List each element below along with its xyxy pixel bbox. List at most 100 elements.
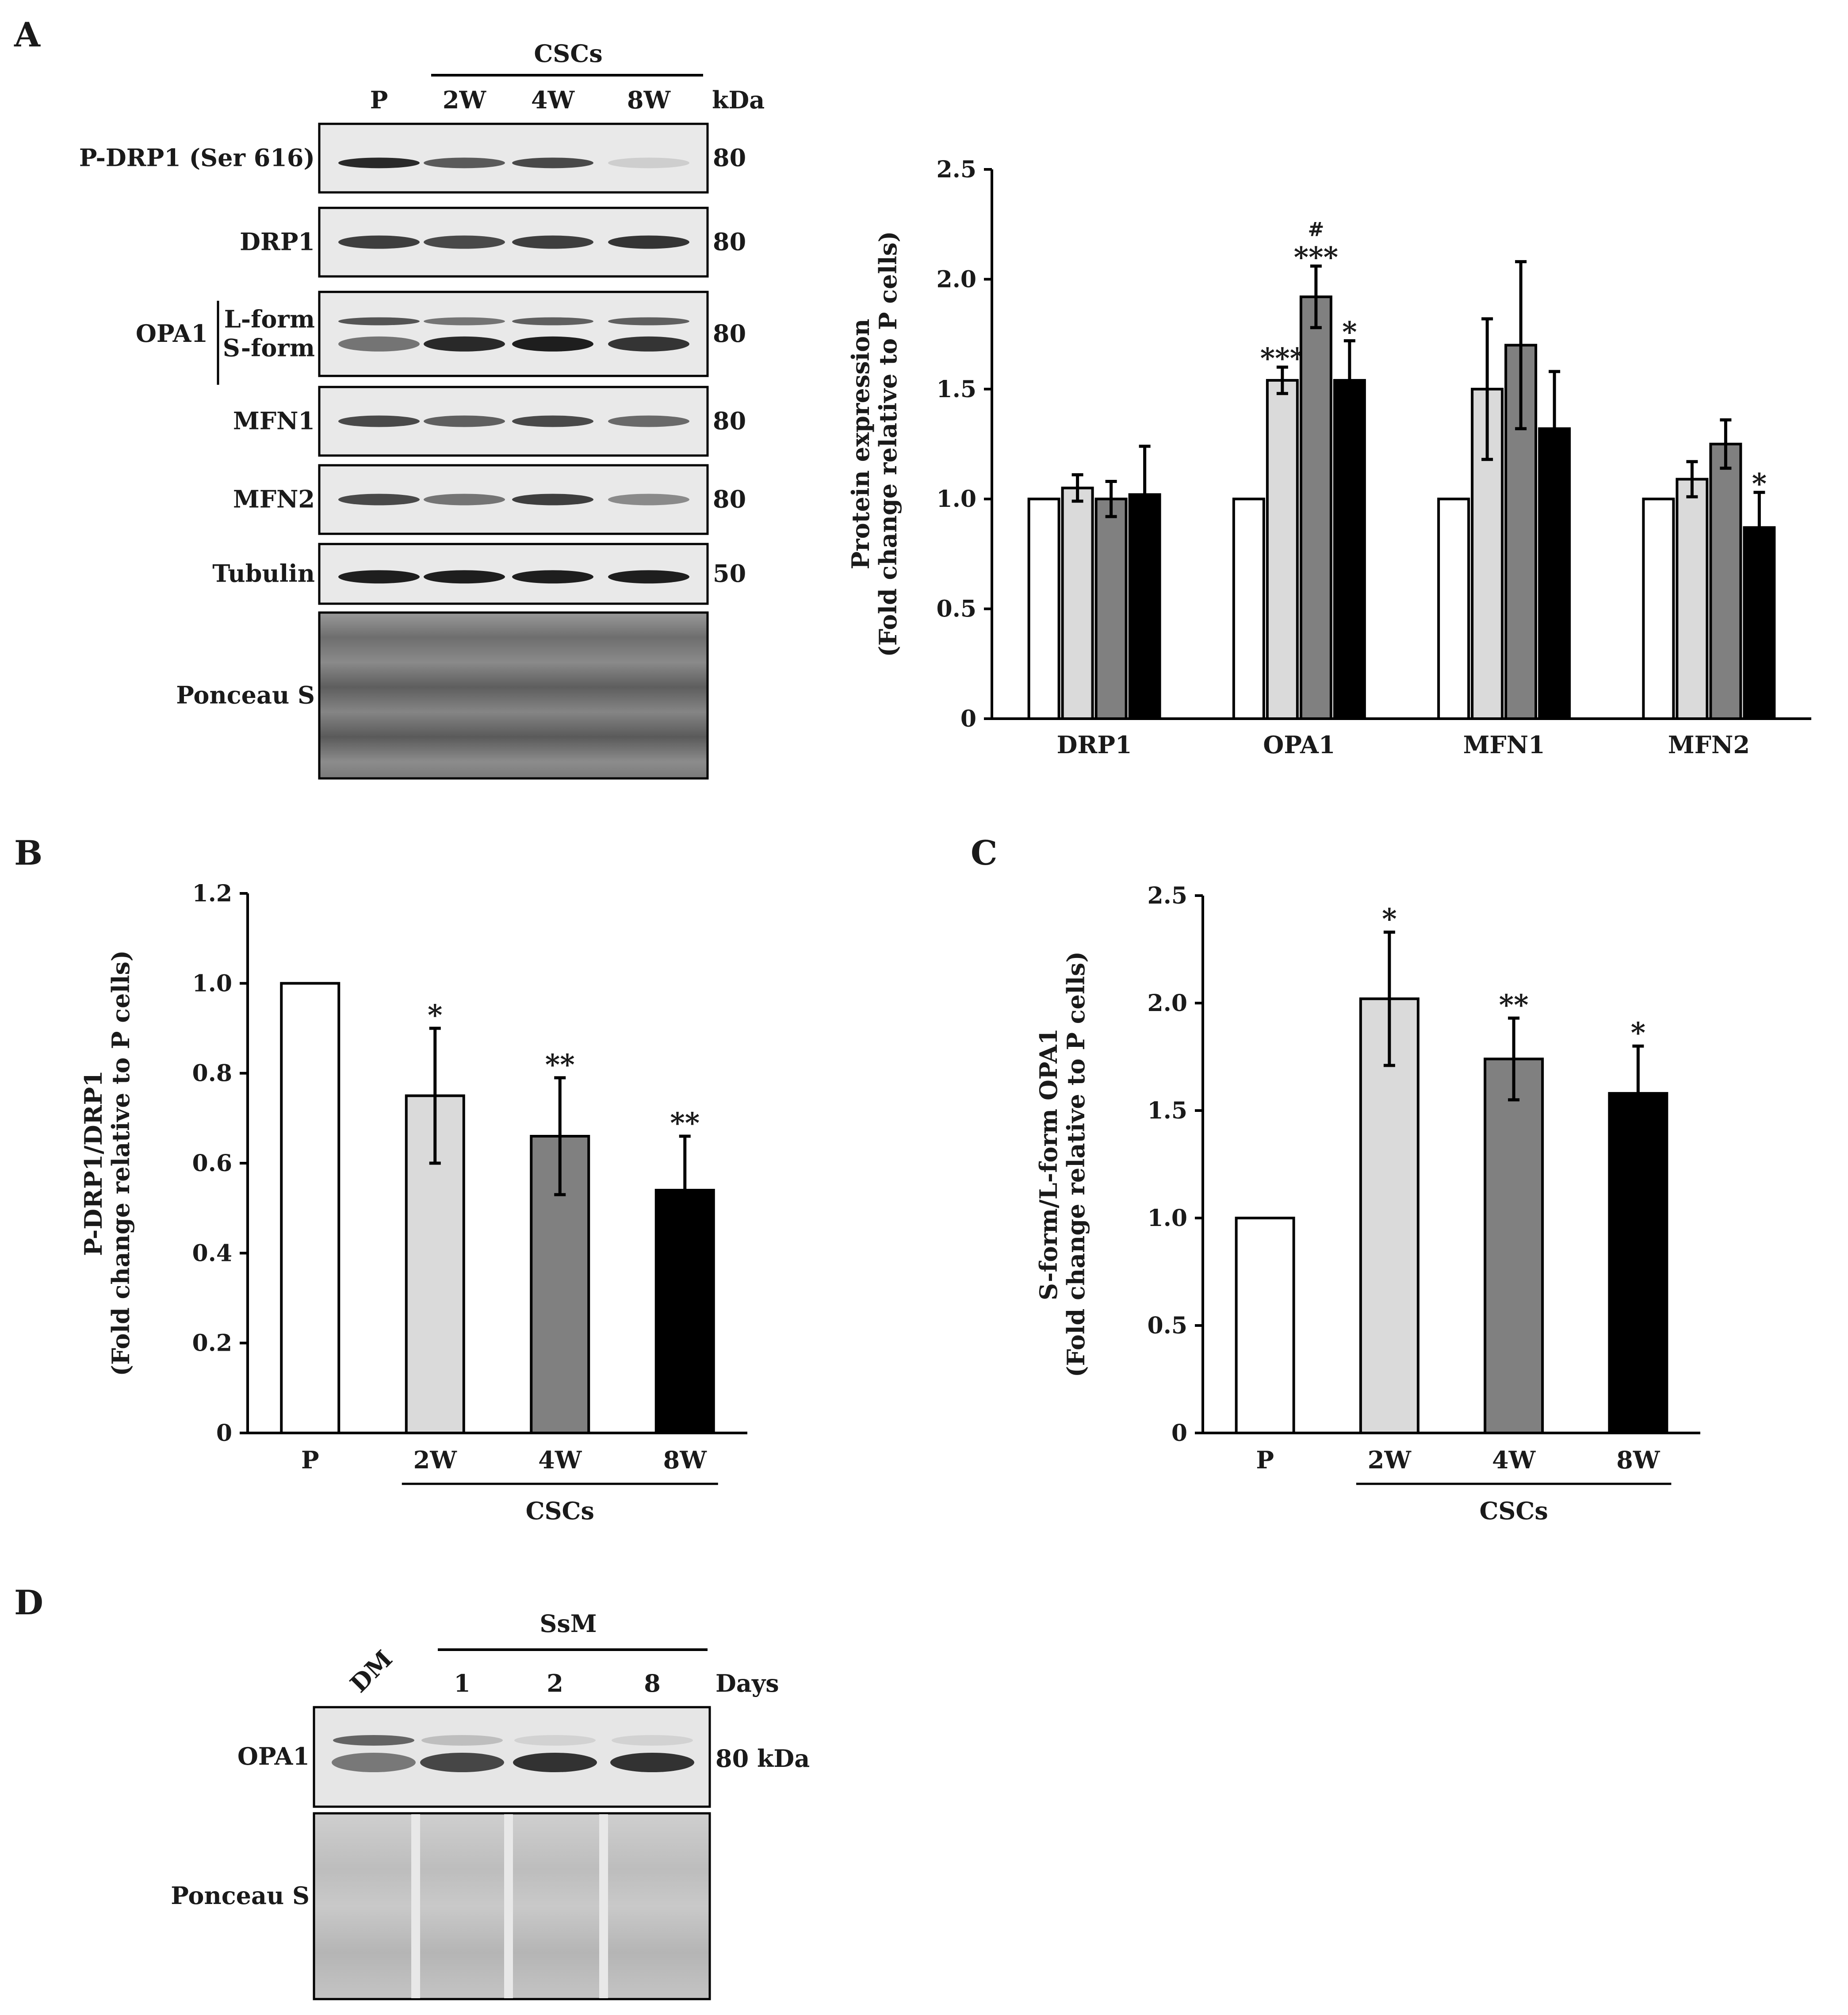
y-tick-label: 1.5 — [937, 376, 976, 403]
blot-lane-label: 1 — [454, 1669, 471, 1697]
y-axis-label-line: P-DRP1/DRP1 — [79, 1070, 107, 1256]
blot-row-label: OPA1 — [136, 319, 208, 348]
group-label: CSCs — [1479, 1497, 1548, 1525]
bar — [1437, 498, 1470, 720]
blot-band — [512, 317, 593, 326]
blot-band — [610, 1753, 694, 1772]
blot-row-label: MFN2 — [233, 485, 315, 513]
panel-label-a: A — [14, 15, 41, 54]
y-tick-label: 2.0 — [1148, 990, 1187, 1017]
bar — [280, 982, 341, 1434]
bar — [1299, 295, 1332, 720]
blot-row-label: MFN1 — [233, 407, 315, 435]
blot-band — [332, 1753, 416, 1772]
y-tick-label: 1.5 — [1148, 1097, 1187, 1124]
western-blot-a: CSCs P 2W 4W 8W kDa P-DRP1 (Ser 616) 80 DRP1 80 OP… — [79, 39, 765, 780]
blot-band — [424, 570, 505, 584]
ponceau-lane-gap — [411, 1814, 420, 1998]
x-tick-label: P — [1256, 1446, 1274, 1474]
significance-label: ** — [545, 1048, 575, 1081]
blot-mw-label: 80 kDa — [715, 1744, 810, 1773]
bar — [1709, 443, 1742, 720]
blot-mw-label: 80 — [713, 485, 746, 513]
y-tick-label: 2.5 — [1148, 882, 1187, 909]
blot-row-label: Tubulin — [212, 559, 315, 588]
significance-label: ** — [1499, 988, 1529, 1022]
group-label: CSCs — [526, 1497, 594, 1525]
blot-lane-label: 4W — [531, 86, 575, 114]
blot-band — [608, 336, 689, 352]
bar-chart-c: 0 0.5 1.0 1.5 2.0 2.5 S-form/L-form OPA1(Fold … — [1034, 882, 1700, 1525]
blot-band — [338, 415, 420, 427]
bar — [1235, 1217, 1295, 1434]
blot-band — [338, 157, 420, 169]
y-tick-label: 2.0 — [937, 266, 976, 293]
blot-band — [608, 494, 689, 506]
ponceau-panel — [318, 611, 709, 780]
blot-band — [512, 157, 593, 169]
y-tick-label: 1.0 — [937, 486, 976, 513]
x-tick-label: OPA1 — [1263, 731, 1335, 759]
panel-label-c: C — [971, 833, 998, 873]
blot-band — [420, 1753, 504, 1772]
x-tick-label: 8W — [663, 1446, 708, 1474]
bar-chart-a: 0 0.5 1.0 1.5 2.0 2.5 Protein expression(Fold … — [846, 156, 1811, 759]
x-tick-label: 4W — [538, 1446, 582, 1474]
blot-band — [424, 157, 505, 169]
blot-lane-label: DM — [344, 1645, 398, 1698]
y-axis-label-line: Protein expression — [846, 319, 875, 570]
y-tick-label: 0 — [1171, 1420, 1187, 1447]
bar — [1061, 487, 1094, 720]
y-tick-label: 0.2 — [192, 1330, 232, 1357]
blot-band — [338, 570, 420, 584]
bar — [1359, 997, 1419, 1434]
blot-band — [424, 235, 505, 249]
bar — [1642, 498, 1675, 720]
blot-subrow-label: S-form — [223, 333, 315, 362]
blot-band — [612, 1735, 693, 1746]
significance-label: * — [428, 999, 442, 1032]
x-tick-label: 8W — [1616, 1446, 1661, 1474]
x-tick-label: 4W — [1492, 1446, 1536, 1474]
y-axis-label-line: S-form/L-form OPA1 — [1034, 1028, 1063, 1300]
blot-lane-label: 2 — [547, 1669, 563, 1697]
bar — [1266, 379, 1299, 720]
blot-band — [424, 494, 505, 506]
blot-band — [512, 494, 593, 506]
y-axis-label: P-DRP1/DRP1(Fold change relative to P ce… — [79, 950, 135, 1376]
blot-band — [513, 1753, 597, 1772]
blot-band — [608, 570, 689, 584]
x-tick-label: 2W — [1368, 1446, 1412, 1474]
blot-band — [608, 157, 689, 169]
blot-lane-label: 2W — [443, 86, 487, 114]
blot-band — [512, 570, 593, 584]
blot-strip — [318, 291, 709, 377]
blot-unit-label: kDa — [712, 86, 765, 114]
blot-group-label: SsM — [539, 1609, 597, 1638]
blot-mw-label: 80 — [713, 407, 746, 435]
significance-label: * — [1752, 467, 1767, 500]
blot-lane-label: 8W — [627, 86, 671, 114]
blot-lane-label: 8 — [644, 1669, 661, 1697]
blot-row-label: Ponceau S — [176, 681, 315, 709]
blot-band — [608, 235, 689, 249]
significance-label: *** — [1260, 342, 1305, 375]
blot-unit-label: Days — [715, 1669, 779, 1697]
x-tick-label: 2W — [413, 1446, 458, 1474]
blot-mw-label: 80 — [713, 144, 746, 172]
ponceau-lane-gap — [504, 1814, 513, 1998]
ponceau-lane-gap — [599, 1814, 608, 1998]
y-tick-label: 0.5 — [1148, 1312, 1187, 1339]
blot-band — [338, 235, 420, 249]
y-tick-label: 2.5 — [937, 156, 976, 183]
y-tick-label: 0.4 — [192, 1240, 232, 1267]
blot-band — [608, 317, 689, 326]
bar-chart-b: 0 0.2 0.4 0.6 0.8 1.0 1.2 P-DRP1/DRP1(Fold chan… — [79, 880, 747, 1525]
y-tick-label: 1.0 — [192, 970, 232, 997]
x-tick-label: MFN1 — [1463, 731, 1545, 759]
blot-band — [338, 317, 420, 326]
panel-label-d: D — [14, 1583, 43, 1622]
y-axis-label-line: (Fold change relative to P cells) — [107, 950, 135, 1376]
y-tick-label: 0.6 — [192, 1150, 232, 1177]
